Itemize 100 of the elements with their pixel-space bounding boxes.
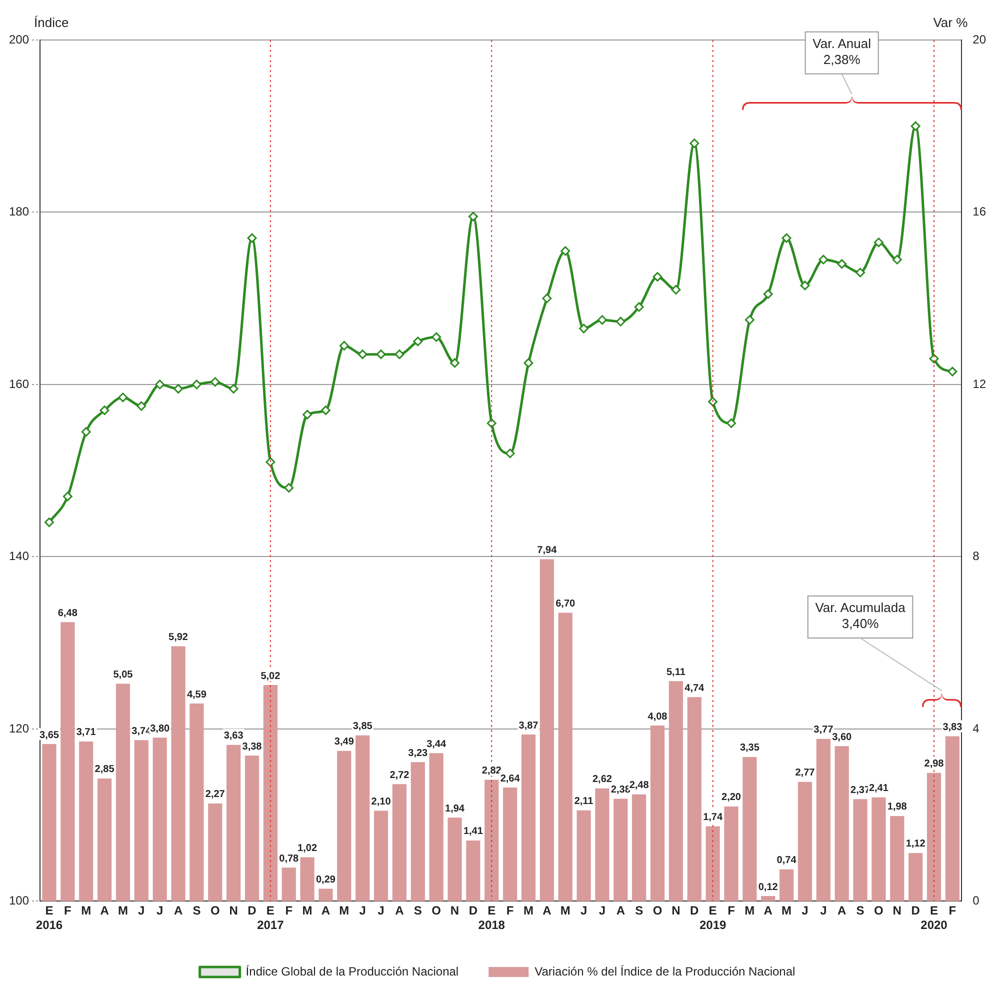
point	[505, 448, 515, 458]
y2-tick-label: 16	[972, 204, 986, 219]
bar	[890, 816, 904, 902]
data-label: 2,11	[574, 796, 594, 808]
point	[818, 254, 828, 264]
bar	[761, 896, 776, 902]
point	[763, 289, 773, 299]
bar	[79, 741, 94, 902]
x-tick-label: A	[174, 904, 183, 918]
x-tick-label: A	[100, 904, 110, 918]
x-tick-label: N	[672, 904, 680, 918]
data-label: 2,27	[205, 789, 226, 800]
bar	[540, 559, 554, 902]
data-label: 0,29	[316, 874, 336, 886]
x-tick-label: A	[838, 904, 847, 918]
bar	[908, 852, 923, 902]
y-axis-title: Índice	[34, 15, 69, 30]
x-tick-label: E 2016	[36, 904, 63, 932]
bar	[576, 810, 591, 902]
bar	[97, 778, 112, 902]
x-tick-label: M	[118, 904, 128, 918]
point	[192, 380, 202, 390]
bar	[926, 772, 942, 902]
data-label: 4,08	[648, 711, 668, 722]
y-tick-label: 140	[8, 549, 30, 564]
data-label: 2,72	[390, 770, 410, 781]
x-tick-label: J	[156, 904, 164, 918]
point	[81, 427, 91, 437]
x-tick-label: S	[856, 904, 864, 918]
x-tick-label: S	[192, 904, 201, 918]
legend-label: Índice Global de la Producción Nacional	[246, 964, 459, 978]
x-tick-label: S	[635, 904, 644, 918]
point	[910, 121, 920, 131]
data-label: 2,62	[592, 774, 612, 786]
point	[247, 233, 257, 243]
bar	[337, 750, 352, 902]
data-label: 3,85	[352, 721, 373, 732]
x-tick-label: A	[616, 904, 626, 918]
bar	[614, 798, 628, 902]
data-label: 3,44	[426, 738, 446, 750]
point	[155, 380, 165, 390]
point	[174, 384, 184, 394]
point	[302, 410, 312, 420]
point	[892, 254, 902, 264]
bar	[742, 756, 757, 902]
point	[320, 406, 330, 416]
point	[597, 315, 607, 325]
y-tick-label: 180	[8, 204, 30, 219]
data-label: 3,23	[408, 748, 428, 759]
x-tick-label: N	[892, 904, 902, 918]
data-label: 3,65	[40, 730, 60, 741]
data-label: 2,48	[629, 780, 650, 792]
data-label: 2,98	[924, 758, 944, 770]
data-label: 2,85	[94, 764, 115, 776]
point	[782, 233, 792, 243]
point	[394, 350, 404, 360]
bar	[706, 826, 720, 902]
data-label: 0,78	[279, 853, 300, 864]
x-tick-label: J	[378, 904, 384, 918]
x-tick-label: J	[359, 904, 366, 918]
annotation: Var. Anual 2,38%	[812, 36, 872, 67]
x-tick-label: D	[690, 904, 700, 918]
bar	[116, 684, 130, 902]
point	[616, 316, 626, 326]
x-tick-label: A	[395, 904, 404, 918]
bar	[650, 726, 665, 902]
point	[413, 336, 423, 346]
data-label: 1,02	[298, 843, 318, 854]
bar	[190, 704, 204, 902]
data-label: 6,48	[58, 608, 78, 619]
bar	[724, 806, 738, 902]
point	[100, 406, 110, 416]
x-tick-label: D	[468, 904, 478, 918]
x-tick-label: A	[764, 904, 773, 918]
data-label: 7,94	[537, 545, 558, 556]
data-label: 1,98	[887, 802, 908, 813]
x-tick-label: J	[580, 904, 588, 918]
y-tick-label: 200	[8, 32, 30, 46]
data-label: 2,77	[795, 768, 816, 779]
x-tick-label: O	[874, 904, 884, 918]
bar	[429, 753, 444, 902]
bar	[779, 869, 794, 902]
bar	[595, 788, 610, 902]
point	[210, 377, 220, 387]
bar	[374, 810, 388, 902]
legend-label: Variación % del Índice de la Producción Nacional	[534, 964, 796, 978]
x-tick-label: M	[339, 904, 350, 918]
y-tick-label: 100	[8, 894, 30, 908]
point	[542, 294, 552, 304]
point	[652, 272, 662, 282]
x-tick-label: F	[728, 904, 735, 918]
bar	[134, 740, 148, 902]
x-tick-label: M	[560, 904, 570, 918]
data-label: 0,12	[758, 882, 778, 893]
bar	[484, 780, 499, 902]
point	[948, 366, 958, 376]
data-label: 2,64	[500, 773, 520, 784]
data-label: 4,59	[186, 689, 207, 700]
x-tick-label: A	[542, 904, 552, 918]
bar	[853, 799, 868, 902]
